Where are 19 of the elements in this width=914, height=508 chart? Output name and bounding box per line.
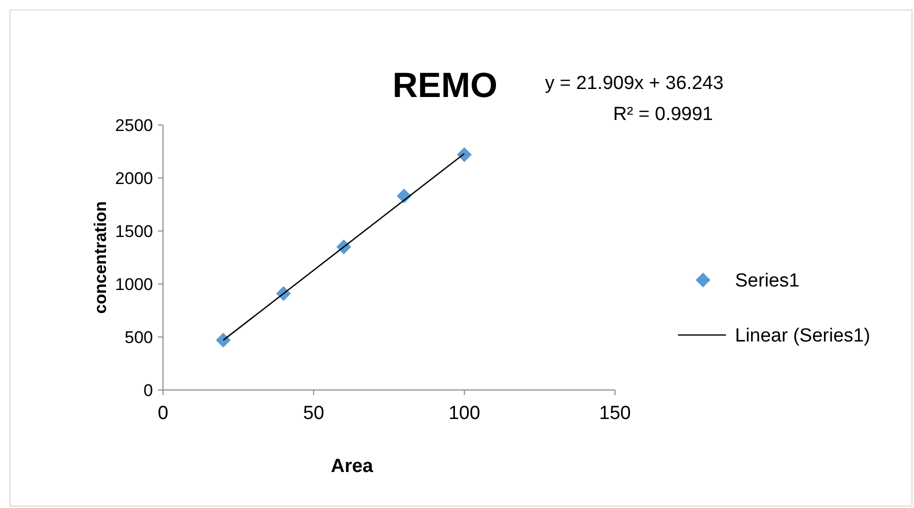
y-axis-title: concentration <box>91 201 110 314</box>
x-tick-label: 150 <box>599 403 631 424</box>
annotation: R² = 0.9991 <box>613 104 713 125</box>
point <box>216 332 231 348</box>
x-tick-label: 0 <box>158 403 168 424</box>
x-tick-label: 50 <box>303 403 324 424</box>
text: y = 21.909x + 36.243 <box>545 73 724 94</box>
legend-label: Linear (Series1) <box>735 326 870 347</box>
x-tick-label: 100 <box>448 403 480 424</box>
y-tick-label: 1000 <box>115 274 153 294</box>
point <box>456 147 472 162</box>
x-axis-title: Area <box>330 456 374 477</box>
y-tick-label: 2500 <box>115 116 153 135</box>
y-tick-label: 500 <box>124 328 153 347</box>
y-tick-label: 1500 <box>115 222 153 241</box>
y-tick-label: 2000 <box>115 168 153 188</box>
y-tick-label: 0 <box>144 380 153 400</box>
legend-label: Series1 <box>735 270 800 292</box>
chart-title: REMO <box>392 66 498 105</box>
